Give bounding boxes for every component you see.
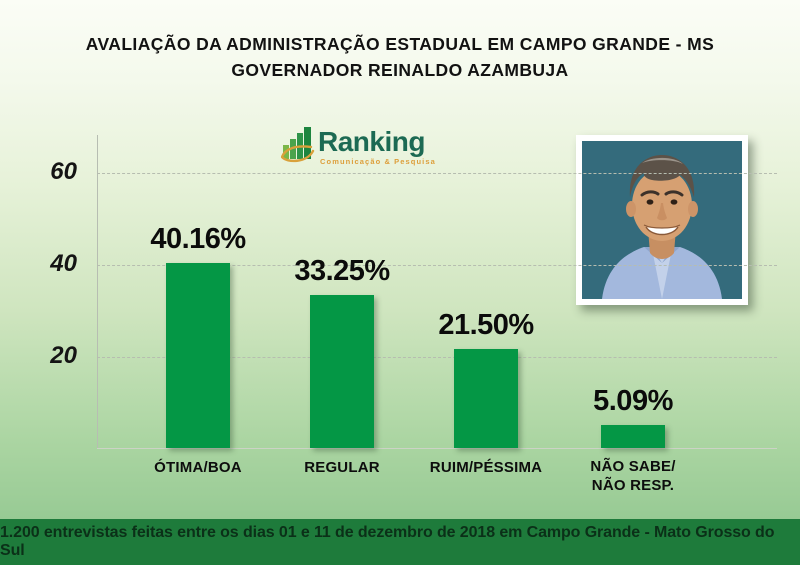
gridline-40 — [97, 265, 777, 266]
bar-value-regular: 33.25% — [294, 255, 390, 287]
footer-band: 1.200 entrevistas feitas entre os dias 0… — [0, 519, 800, 565]
title-line-1: AVALIAÇÃO DA ADMINISTRAÇÃO ESTADUAL EM C… — [85, 34, 715, 54]
title-line-2: GOVERNADOR REINALDO AZAMBUJA — [231, 60, 569, 80]
footer-methodology-text: 1.200 entrevistas feitas entre os dias 0… — [0, 524, 775, 559]
page-title: AVALIAÇÃO DA ADMINISTRAÇÃO ESTADUAL EM C… — [0, 31, 800, 83]
logo-tagline: Comunicação & Pesquisa — [320, 156, 436, 166]
bar-chart-logo-icon — [280, 123, 315, 165]
gridline-60 — [97, 173, 777, 174]
ranking-logo: Ranking Comunicação & Pesquisa — [280, 123, 436, 166]
logo-text: Ranking Comunicação & Pesquisa — [318, 125, 436, 166]
bar-value-n-o-sabe-n-o-resp: 5.09% — [593, 385, 673, 417]
gridline-20 — [97, 357, 777, 358]
y-tick-label-60: 60 — [50, 157, 77, 185]
plot-area: 20 40 60 40.16% ÓTIMA/BOA 33.25% REGULAR 21.50%… — [50, 135, 777, 494]
bar-category-n-o-sabe-n-o-resp: NÃO SABE/ NÃO RESP. — [590, 458, 676, 494]
x-axis-baseline — [97, 448, 777, 449]
bar-tima-boa — [166, 263, 230, 448]
bar-value-ruim-p-ssima: 21.50% — [438, 309, 534, 341]
bar-category-tima-boa: ÓTIMA/BOA — [154, 458, 242, 476]
bar-category-ruim-p-ssima: RUIM/PÉSSIMA — [429, 458, 543, 476]
bar-category-regular: REGULAR — [304, 458, 380, 476]
y-tick-label-20: 20 — [50, 341, 77, 369]
bar-n-o-sabe-n-o-resp — [601, 425, 665, 448]
logo-name: Ranking — [318, 125, 425, 157]
bar-value-tima-boa: 40.16% — [150, 223, 246, 255]
bar-regular — [310, 295, 374, 448]
bar-ruim-p-ssima — [454, 349, 518, 448]
y-axis-line — [97, 135, 98, 449]
y-tick-label-40: 40 — [50, 249, 77, 277]
governor-photo — [576, 135, 748, 305]
